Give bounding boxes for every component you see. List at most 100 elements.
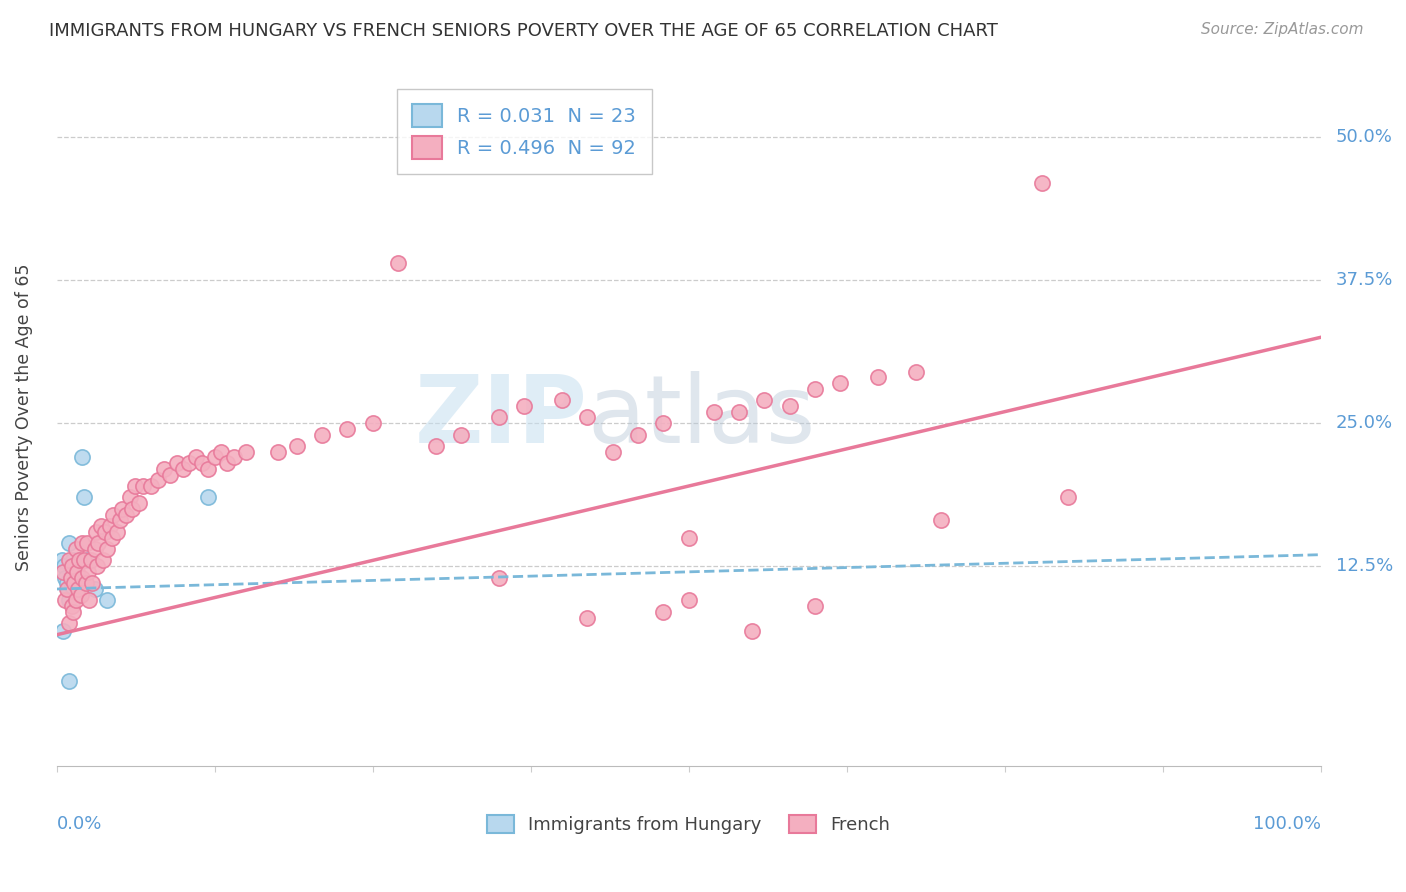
Point: [51, 553, 73, 567]
Point: [488, 571, 510, 585]
Point: [209, 444, 232, 458]
Text: atlas: atlas: [588, 371, 815, 464]
Point: [55, 593, 77, 607]
Text: 100.0%: 100.0%: [1253, 815, 1320, 833]
Point: [652, 416, 675, 430]
Point: [98, 519, 121, 533]
Point: [65, 593, 87, 607]
Point: [73, 553, 96, 567]
Point: [141, 479, 163, 493]
Point: [79, 593, 101, 607]
Point: [652, 605, 675, 619]
Point: [86, 559, 108, 574]
Point: [172, 462, 194, 476]
Point: [80, 553, 103, 567]
Point: [62, 605, 84, 619]
Point: [754, 393, 776, 408]
Point: [905, 365, 928, 379]
Text: Source: ZipAtlas.com: Source: ZipAtlas.com: [1201, 22, 1364, 37]
Point: [105, 524, 128, 539]
Point: [118, 491, 141, 505]
Point: [179, 456, 201, 470]
Point: [146, 473, 169, 487]
Point: [103, 508, 125, 522]
Text: 12.5%: 12.5%: [1336, 558, 1393, 575]
Point: [131, 479, 153, 493]
Point: [488, 410, 510, 425]
Point: [52, 624, 75, 639]
Point: [101, 531, 124, 545]
Point: [67, 582, 90, 596]
Point: [53, 559, 76, 574]
Point: [153, 462, 176, 476]
Point: [804, 599, 827, 614]
Text: 25.0%: 25.0%: [1336, 414, 1393, 432]
Point: [93, 524, 115, 539]
Point: [267, 444, 290, 458]
Point: [55, 582, 77, 596]
Point: [80, 576, 103, 591]
Point: [70, 450, 93, 465]
Y-axis label: Seniors Poverty Over the Age of 65: Seniors Poverty Over the Age of 65: [15, 264, 32, 571]
Point: [728, 405, 751, 419]
Text: ZIP: ZIP: [415, 371, 588, 464]
Point: [65, 576, 87, 591]
Point: [96, 593, 118, 607]
Point: [602, 444, 624, 458]
Point: [59, 571, 82, 585]
Point: [197, 462, 219, 476]
Point: [159, 467, 181, 482]
Point: [69, 588, 91, 602]
Point: [779, 399, 801, 413]
Point: [235, 444, 257, 458]
Point: [84, 524, 107, 539]
Point: [1031, 176, 1053, 190]
Point: [63, 576, 86, 591]
Point: [62, 553, 84, 567]
Point: [868, 370, 890, 384]
Point: [63, 565, 86, 579]
Point: [166, 456, 188, 470]
Point: [627, 427, 650, 442]
Text: IMMIGRANTS FROM HUNGARY VS FRENCH SENIORS POVERTY OVER THE AGE OF 65 CORRELATION: IMMIGRANTS FROM HUNGARY VS FRENCH SENIOR…: [49, 22, 998, 40]
Point: [222, 450, 245, 465]
Point: [217, 456, 239, 470]
Point: [450, 427, 472, 442]
Point: [67, 553, 90, 567]
Point: [576, 410, 599, 425]
Point: [1056, 491, 1078, 505]
Point: [58, 593, 80, 607]
Point: [311, 427, 333, 442]
Point: [83, 582, 105, 596]
Point: [76, 536, 98, 550]
Text: 50.0%: 50.0%: [1336, 128, 1392, 146]
Point: [197, 491, 219, 505]
Text: 0.0%: 0.0%: [56, 815, 103, 833]
Point: [83, 541, 105, 556]
Point: [56, 582, 79, 596]
Point: [336, 422, 359, 436]
Point: [96, 541, 118, 556]
Point: [77, 553, 100, 567]
Point: [678, 531, 700, 545]
Point: [59, 571, 82, 585]
Point: [67, 588, 90, 602]
Point: [55, 576, 77, 591]
Point: [87, 536, 110, 550]
Point: [70, 571, 93, 585]
Point: [741, 624, 763, 639]
Point: [124, 479, 146, 493]
Point: [191, 456, 214, 470]
Point: [66, 559, 89, 574]
Point: [111, 502, 134, 516]
Point: [703, 405, 725, 419]
Point: [58, 616, 80, 631]
Point: [77, 565, 100, 579]
Point: [425, 439, 447, 453]
Point: [65, 541, 87, 556]
Point: [73, 491, 96, 505]
Point: [285, 439, 308, 453]
Point: [551, 393, 574, 408]
Point: [58, 553, 80, 567]
Point: [931, 513, 953, 527]
